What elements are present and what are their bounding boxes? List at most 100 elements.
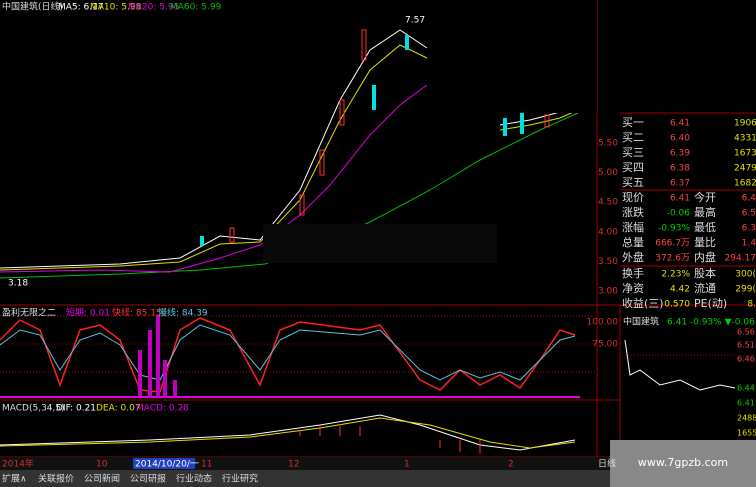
time-bar (0, 457, 620, 470)
cover (427, 0, 597, 113)
high-label: 7.57 (405, 16, 425, 26)
order-label: 买五 (622, 176, 644, 189)
price-axis-label: 3.00 (598, 287, 618, 297)
ma-label: MA60: 5.99 (170, 3, 222, 13)
tab[interactable]: 关联报价 (38, 473, 74, 485)
order-price: 6.40 (670, 134, 690, 144)
quote-value: 4.42 (670, 285, 690, 295)
quote-label: 最低 (694, 221, 716, 234)
quote-value: 6.4 (742, 194, 756, 204)
quote-label: 外盘 (622, 250, 644, 264)
quote-value: -0.06 (667, 209, 691, 219)
indicator-name: 盈利无限之二 (2, 307, 56, 319)
order-price: 6.38 (670, 164, 690, 174)
mini-axis-label: 6.46 (737, 355, 755, 364)
mini-line (624, 339, 736, 391)
macd-label: DIF: 0.21 (56, 404, 96, 414)
quote-label: 流通 (694, 281, 716, 295)
macd-label: DEA: 0.07 (96, 404, 141, 414)
quote-value: 6.3 (742, 224, 756, 234)
quote-label: 股本 (694, 266, 716, 280)
ma-label: MA10: 5.98 (90, 3, 142, 13)
order-price: 6.37 (670, 179, 690, 189)
watermark-bg (610, 440, 756, 487)
time-label: 2 (508, 460, 514, 470)
tab[interactable]: 行业动态 (176, 473, 212, 485)
mini-axis-label: 6.51 (737, 341, 755, 350)
quote-label: 涨幅 (622, 221, 644, 234)
order-qty: 1906 (734, 119, 756, 129)
ma-label: MA20: 5.95 (128, 3, 179, 13)
watermark: www.7gpzb.com (638, 456, 728, 469)
quote-label: 净资 (622, 281, 644, 295)
mini-name: 中国建筑 (623, 316, 659, 328)
price-axis-label: 3.50 (598, 257, 618, 267)
macd-label: MACD(5,34,5) (2, 404, 65, 414)
order-price: 6.39 (670, 149, 690, 159)
indicator-axis-label: 100.00 (587, 318, 619, 328)
mini-axis-label: 248819 (737, 414, 756, 423)
quote-value: -0.93% (658, 224, 690, 234)
low-label: 3.18 (8, 279, 28, 289)
time-label: 2014年 (2, 458, 34, 470)
mini-axis-label: 6.41 (737, 399, 755, 408)
indicator-label: 短期: 0.01 (66, 307, 110, 319)
cursor-date-bg (133, 458, 195, 469)
order-qty: 2479 (734, 164, 756, 174)
mini-axis-label: 6.44 (737, 384, 755, 393)
tab[interactable]: 公司研报 (130, 473, 166, 485)
quote-label: 涨跌 (622, 205, 644, 219)
quote-value: 1.4 (742, 239, 756, 249)
order-label: 买一 (622, 116, 644, 129)
quote-label: 今开 (694, 190, 716, 204)
time-label: 2014/10/20/一 (135, 460, 199, 470)
mini-axis-label: 165579 (737, 429, 756, 438)
quote-value: 6.5 (742, 209, 756, 219)
tab[interactable]: 扩展∧ (2, 473, 27, 485)
ma-label: MA5: 6.17 (58, 3, 104, 13)
tab[interactable]: 行业研究 (222, 473, 258, 485)
order-qty: 1673 (734, 149, 756, 159)
quote-value: 294.17 (725, 254, 756, 264)
quote-value: 300( (735, 270, 756, 280)
candles (200, 29, 550, 246)
order-qty: 1682 (734, 179, 756, 189)
time-label: 12 (288, 460, 299, 470)
quote-label: 内盘 (694, 250, 716, 264)
cover (263, 224, 497, 263)
quote-label: PE(动) (694, 297, 727, 310)
tab[interactable]: 公司新闻 (84, 473, 120, 485)
price-axis-label: 4.50 (598, 198, 618, 208)
quote-value: 299( (735, 285, 756, 295)
order-price: 6.41 (670, 119, 690, 129)
mini-axis-label: 6.56 (737, 328, 755, 337)
quote-value: 372.6万 (655, 254, 690, 264)
indicator-label: 慢线: 84.39 (158, 307, 208, 319)
quote-label: 换手 (622, 266, 644, 280)
quote-label: 总量 (622, 235, 644, 249)
order-label: 买三 (622, 146, 644, 159)
macd-lines (0, 414, 576, 454)
indicator-axis-label: 75.00 (592, 340, 618, 350)
period-label: 日线 (598, 458, 616, 470)
quote-label: 现价 (622, 191, 644, 204)
quote-value: 6.41 (670, 194, 690, 204)
quote-label: 最高 (694, 205, 716, 219)
order-label: 买二 (622, 131, 644, 144)
price-axis-label: 4.00 (598, 227, 618, 237)
time-label: 1 (404, 460, 410, 470)
quote-value: 8. (747, 300, 756, 310)
quote-label: 收益(三) (622, 296, 664, 310)
tab-bar (0, 470, 756, 487)
time-label: 10 (96, 460, 108, 470)
macd-label: MACD: 0.28 (136, 404, 189, 414)
indicator-label: 快线: 85.15 (112, 307, 162, 319)
price-axis-label: 5.00 (598, 168, 618, 178)
title: 中国建筑(日线) (2, 1, 63, 13)
quote-value: 2.23% (661, 270, 690, 280)
mini-quote: 6.41 -0.93% ▼-0.06 (667, 318, 755, 328)
order-qty: 4331 (734, 134, 756, 144)
indicator-lines (0, 315, 580, 398)
quote-label: 量比 (694, 236, 716, 249)
